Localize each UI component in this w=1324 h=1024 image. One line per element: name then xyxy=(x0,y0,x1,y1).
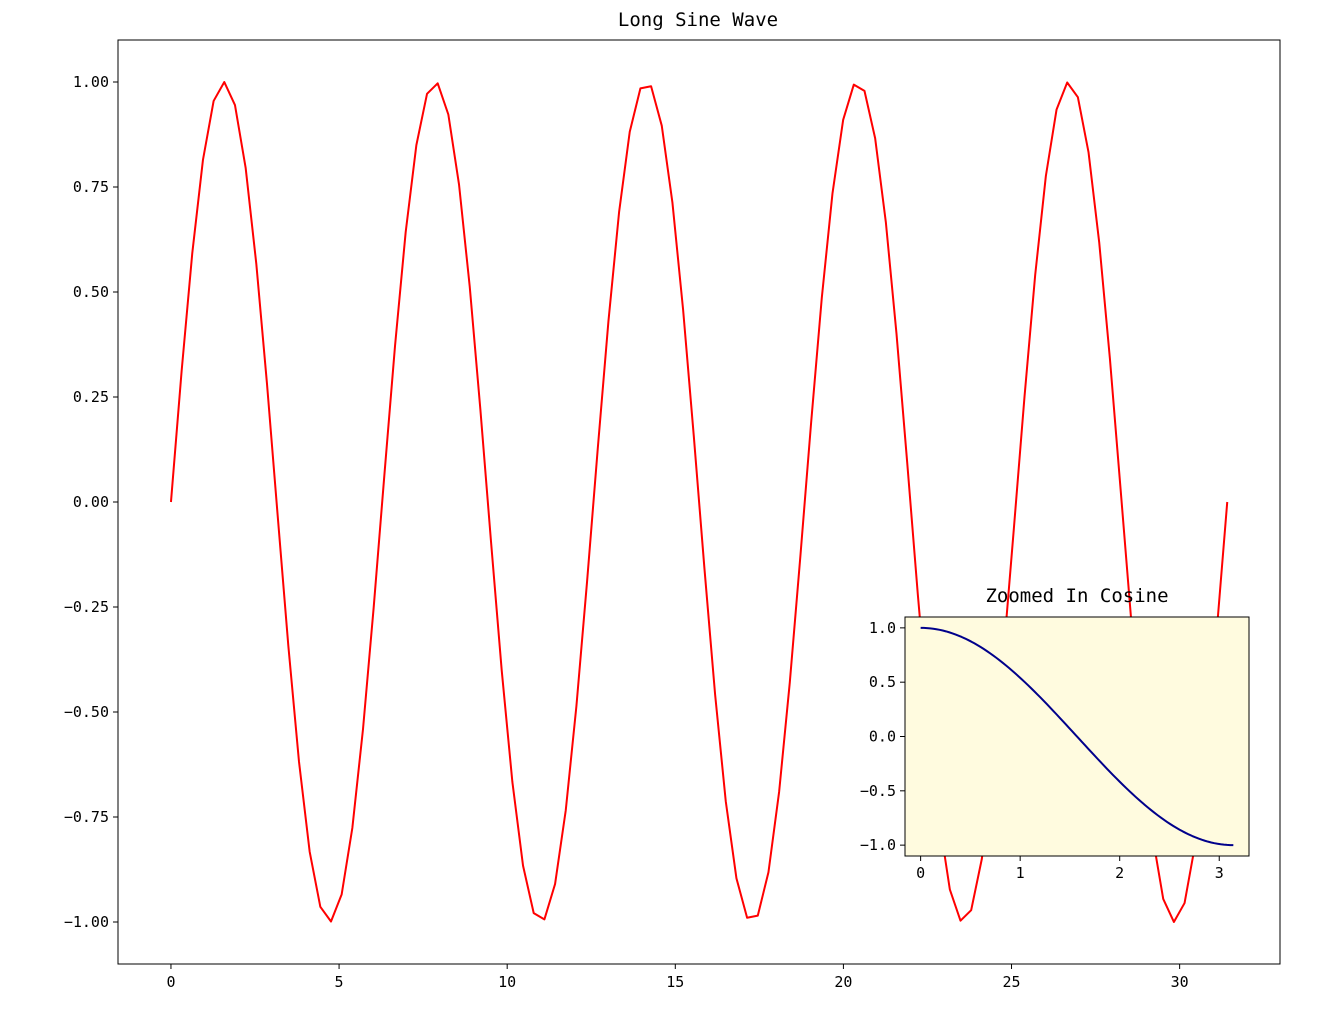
main-y-tick-label-7: −0.75 xyxy=(64,808,109,826)
inset-x-tick-label-0: 0 xyxy=(916,864,925,882)
inset-y-tick-label-2: 0.0 xyxy=(869,728,896,746)
main-y-tick-label-4: 0.00 xyxy=(73,493,109,511)
main-x-axis: 0 5 10 15 20 25 30 xyxy=(166,964,1189,991)
main-y-tick-label-3: 0.25 xyxy=(73,388,109,406)
inset-x-tick-label-3: 3 xyxy=(1215,864,1224,882)
inset-y-axis: 1.0 0.5 0.0 −0.5 −1.0 xyxy=(860,619,905,854)
main-x-tick-label-0: 0 xyxy=(166,973,175,991)
inset-series-group xyxy=(920,626,1234,847)
inset-y-tick-label-0: 1.0 xyxy=(869,619,896,637)
inset-chart: Zoomed In Cosine 0 1 2 3 1.0 0.5 0.0 −0.5 −1.0 xyxy=(860,585,1250,882)
main-series-line-0 xyxy=(169,81,1229,923)
main-y-tick-label-0: 1.00 xyxy=(73,73,109,91)
main-y-tick-label-5: −0.25 xyxy=(64,598,109,616)
main-x-tick-label-5: 25 xyxy=(1002,973,1020,991)
main-y-tick-label-1: 0.75 xyxy=(73,178,109,196)
inset-x-axis: 0 1 2 3 xyxy=(916,856,1224,882)
inset-y-tick-label-3: −0.5 xyxy=(860,782,896,800)
inset-y-tick-label-4: −1.0 xyxy=(860,836,896,854)
main-x-tick-label-4: 20 xyxy=(834,973,852,991)
main-x-tick-label-6: 30 xyxy=(1171,973,1189,991)
main-x-tick-label-3: 15 xyxy=(666,973,684,991)
main-y-axis: 1.00 0.75 0.50 0.25 0.00 −0.25 −0.50 −0.75 −1.00 xyxy=(64,73,118,931)
main-y-tick-label-6: −0.50 xyxy=(64,703,109,721)
inset-y-tick-label-1: 0.5 xyxy=(869,673,896,691)
main-y-tick-label-2: 0.50 xyxy=(73,283,109,301)
main-y-tick-label-8: −1.00 xyxy=(64,913,109,931)
main-series-group xyxy=(169,81,1229,923)
inset-x-tick-label-1: 1 xyxy=(1016,864,1025,882)
main-x-tick-label-2: 10 xyxy=(498,973,516,991)
main-chart-title: Long Sine Wave xyxy=(618,9,778,31)
inset-chart-title: Zoomed In Cosine xyxy=(985,585,1168,607)
main-x-tick-label-1: 5 xyxy=(335,973,344,991)
inset-series-line-0 xyxy=(920,626,1234,847)
inset-x-tick-label-2: 2 xyxy=(1115,864,1124,882)
